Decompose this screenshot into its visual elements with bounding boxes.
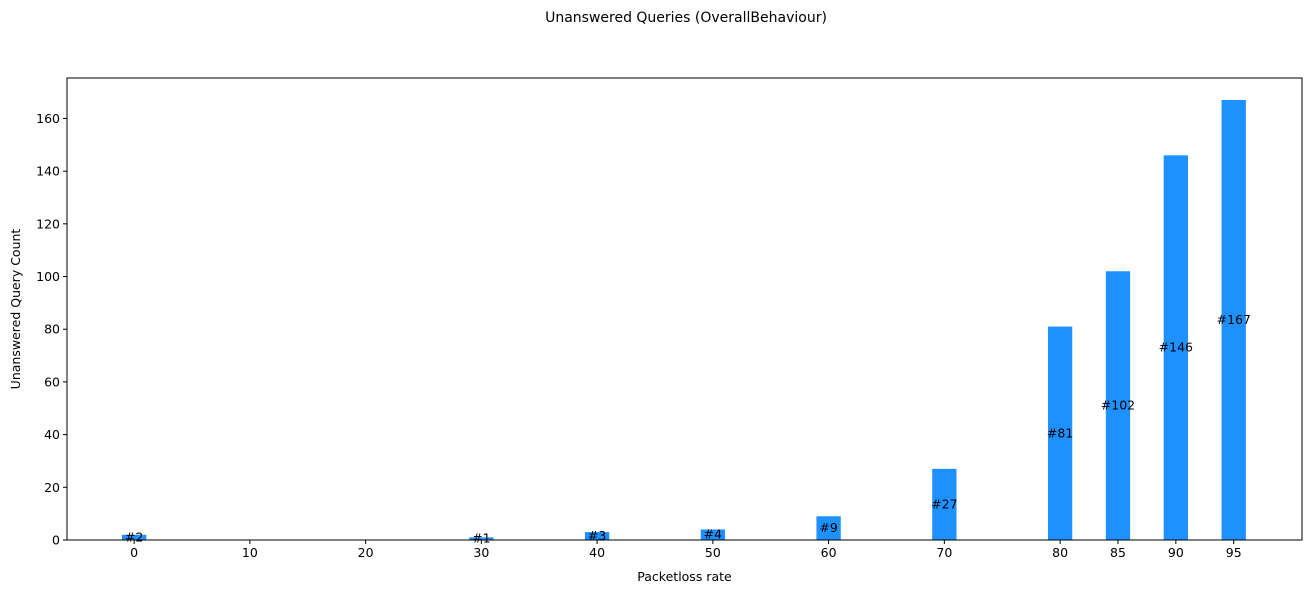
x-axis-label: Packetloss rate: [637, 569, 732, 584]
y-tick-label: 40: [44, 427, 60, 442]
bar: [1163, 155, 1188, 540]
x-tick-label: 30: [473, 545, 489, 560]
bar: [1105, 271, 1131, 540]
y-tick-label: 140: [36, 164, 60, 179]
x-tick-label: 90: [1168, 545, 1184, 560]
bar: [816, 516, 841, 540]
bar-data-label: #3: [588, 528, 606, 543]
bar-data-label: #4: [704, 527, 722, 542]
bar-data-label: #81: [1047, 425, 1073, 440]
y-tick-label: 0: [52, 533, 60, 548]
y-tick-label: 60: [44, 374, 60, 389]
bar: [700, 529, 726, 540]
chart-title: Unanswered Queries (OverallBehaviour): [545, 10, 827, 26]
x-tick-label: 85: [1110, 545, 1126, 560]
y-tick-label: 120: [36, 216, 60, 231]
bar: [584, 532, 610, 540]
bar-data-label: #2: [125, 529, 143, 544]
x-tick-label: 80: [1052, 545, 1068, 560]
bar-data-label: #146: [1159, 340, 1193, 355]
x-tick-label: 70: [936, 545, 952, 560]
bar: [932, 468, 957, 540]
x-tick-label: 95: [1226, 545, 1242, 560]
bar-data-label: #9: [819, 520, 837, 535]
x-tick-label: 10: [242, 545, 258, 560]
plot-frame: [66, 77, 1303, 541]
bar: [1047, 326, 1073, 540]
bar-data-label: #167: [1217, 312, 1251, 327]
y-tick-label: 20: [44, 480, 60, 495]
x-tick-label: 60: [821, 545, 837, 560]
y-tick-label: 100: [36, 269, 60, 284]
bar: [121, 534, 147, 540]
bar-data-label: #1: [472, 531, 490, 546]
y-tick-label: 80: [44, 322, 60, 337]
bar-data-label: #102: [1101, 398, 1135, 413]
bar: [1221, 100, 1246, 540]
x-tick-label: 50: [705, 545, 721, 560]
bar-data-label: #27: [931, 496, 957, 511]
y-axis-label: Unanswered Query Count: [8, 229, 23, 390]
x-tick-label: 0: [130, 545, 138, 560]
bar: [469, 537, 494, 540]
x-tick-label: 40: [589, 545, 605, 560]
x-tick-label: 20: [358, 545, 374, 560]
y-tick-label: 160: [36, 111, 60, 126]
